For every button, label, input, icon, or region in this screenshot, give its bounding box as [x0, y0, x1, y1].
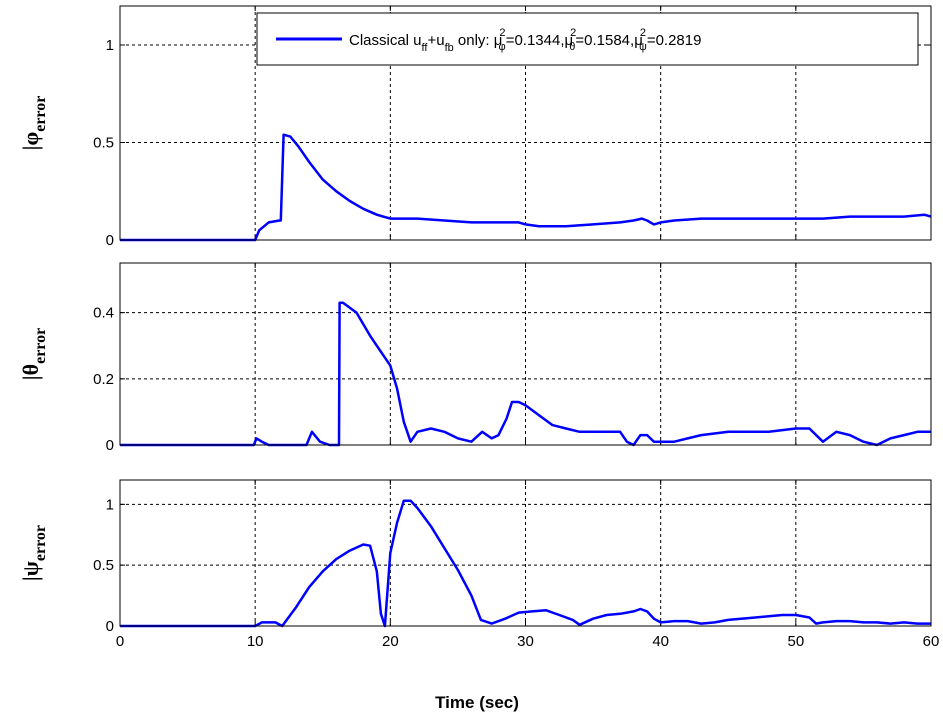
- axes-frame: [119, 5, 932, 241]
- legend-box: [256, 12, 919, 66]
- x-tick-label: 40: [652, 633, 669, 650]
- y-tick-label: 1: [106, 496, 114, 513]
- subplot-3: 0 10 20 30 40 50 60 0 0.5 1 |ψerror: [18, 479, 940, 650]
- y-tick-label: 0.5: [93, 135, 114, 152]
- x-axis-label: Time (sec): [435, 693, 519, 712]
- y-axis-label: |ψerror: [18, 525, 49, 581]
- x-tick-label: 10: [247, 633, 264, 650]
- y-axis-label: |φerror: [18, 96, 49, 151]
- y-tick-label: 0.5: [93, 557, 114, 574]
- x-tick-label: 30: [517, 633, 534, 650]
- y-tick-label: 0.4: [93, 305, 114, 322]
- y-axis-label: |θerror: [18, 328, 49, 380]
- subplot-2: 0 0.2 0.4 |θerror: [18, 262, 932, 454]
- series-line-1: [120, 499, 931, 628]
- y-tick-label: 1: [106, 37, 114, 54]
- legend: Classical uff+ufb only: μ2 φ=0.1344,μ2 θ=0…: [256, 12, 919, 66]
- x-tick-label: 0: [116, 633, 124, 650]
- series-line-1: [120, 133, 932, 242]
- axes-frame: [119, 479, 932, 627]
- x-tick-label: 50: [787, 633, 804, 650]
- x-tick-label: 20: [382, 633, 399, 650]
- x-tick-label: 60: [923, 633, 940, 650]
- y-tick-label: 0: [106, 618, 114, 635]
- y-tick-label: 0: [106, 437, 114, 454]
- y-tick-label: 0.2: [93, 371, 114, 388]
- y-tick-label: 0: [106, 232, 114, 249]
- legend-entry: Classical uff+ufb only: μ2 φ=0.1344,μ2 θ=0…: [349, 27, 701, 54]
- axes-frame: [119, 262, 932, 446]
